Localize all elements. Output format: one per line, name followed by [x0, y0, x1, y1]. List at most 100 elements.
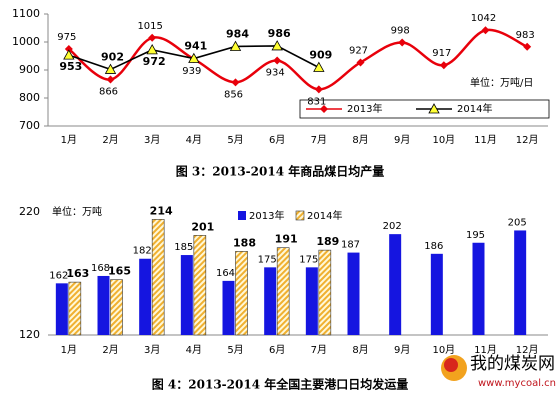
legend-swatch [295, 210, 305, 221]
chart-title: 图 3：2013-2014 年商品煤日均产量 [176, 164, 384, 179]
x-tick-label: 1月 [61, 134, 77, 146]
y-tick-label: 220 [19, 205, 40, 218]
bar [193, 235, 207, 336]
bar [222, 280, 235, 335]
marker [271, 40, 283, 51]
marker [314, 85, 323, 94]
data-label: 856 [224, 89, 243, 100]
legend-label: 2013年 [347, 102, 382, 115]
x-tick-label: 8月 [352, 134, 368, 146]
unit-label: 单位：万吨 [52, 205, 102, 218]
data-label: 986 [268, 27, 291, 40]
data-label: 902 [101, 50, 124, 63]
data-label: 202 [383, 221, 402, 232]
y-tick-label: 900 [19, 63, 40, 76]
y-tick-label: 1000 [12, 35, 40, 48]
data-label: 185 [174, 242, 193, 253]
x-tick-label: 3月 [144, 344, 160, 356]
watermark-name: 我的煤炭网 [470, 354, 555, 374]
marker [64, 45, 73, 53]
marker [428, 103, 440, 114]
bar [514, 230, 527, 335]
marker [106, 75, 115, 84]
x-tick-label: 5月 [227, 344, 243, 356]
x-tick-label: 8月 [352, 344, 368, 356]
unit-label: 单位：万吨/日 [470, 76, 533, 89]
bar [235, 251, 248, 336]
bar [389, 234, 402, 335]
data-label: 191 [275, 233, 298, 246]
data-label: 186 [424, 241, 443, 252]
bar [347, 252, 360, 335]
data-label: 941 [184, 40, 207, 53]
data-label: 205 [508, 217, 527, 228]
data-label: 165 [108, 265, 131, 278]
data-label: 998 [391, 26, 410, 37]
x-tick-label: 7月 [311, 344, 327, 356]
x-tick-label: 6月 [269, 134, 285, 146]
x-tick-label: 10月 [432, 344, 455, 356]
data-label: 175 [258, 254, 277, 265]
bar [180, 255, 193, 335]
legend-swatch [238, 211, 246, 220]
marker [313, 61, 325, 72]
x-tick-label: 3月 [144, 134, 160, 146]
bar [318, 249, 332, 336]
data-label: 1015 [137, 21, 162, 32]
x-tick-label: 12月 [516, 344, 539, 356]
data-label: 953 [59, 60, 82, 73]
marker [273, 56, 282, 65]
x-tick-label: 7月 [311, 134, 327, 146]
data-label: 187 [341, 240, 360, 251]
bar [305, 267, 318, 335]
x-tick-label: 5月 [227, 134, 243, 146]
data-label: 939 [182, 66, 201, 77]
bar [276, 247, 290, 336]
data-label: 164 [216, 268, 235, 279]
y-tick-label: 700 [19, 119, 40, 132]
marker [229, 40, 242, 51]
data-label: 866 [99, 87, 118, 98]
marker [356, 58, 365, 67]
data-label: 201 [191, 220, 214, 233]
data-label: 1042 [471, 13, 496, 24]
marker [146, 44, 158, 55]
y-tick-label: 120 [19, 328, 40, 341]
marker [439, 61, 448, 70]
bar [151, 219, 165, 336]
bar [139, 258, 152, 335]
series-line [68, 28, 528, 91]
bar [68, 281, 82, 336]
marker [523, 42, 532, 51]
x-tick-label: 2月 [102, 134, 118, 146]
data-label: 162 [49, 270, 68, 281]
data-label: 983 [516, 30, 535, 41]
data-label: 188 [233, 236, 256, 249]
marker [231, 78, 240, 87]
x-tick-label: 4月 [186, 344, 202, 356]
data-label: 175 [299, 254, 318, 265]
data-label: 934 [266, 67, 285, 78]
bar [97, 275, 110, 335]
x-tick-label: 12月 [516, 134, 539, 146]
bar [55, 283, 68, 335]
chart-title: 图 4：2013-2014 年全国主要港口日均发运量 [152, 377, 408, 392]
x-tick-label: 4月 [186, 134, 202, 146]
legend-label: 2014年 [457, 102, 492, 115]
watermark: 我的煤炭网 www.mycoal.cn [441, 354, 556, 389]
marker [104, 63, 117, 74]
data-label: 984 [226, 27, 249, 40]
x-tick-label: 9月 [394, 344, 410, 356]
data-label: 917 [432, 48, 451, 59]
x-tick-label: 10月 [432, 134, 455, 146]
data-label: 909 [309, 48, 332, 61]
logo-inner [444, 358, 458, 372]
marker [320, 105, 328, 113]
x-tick-label: 2月 [102, 344, 118, 356]
data-label: 831 [307, 96, 326, 107]
marker [63, 49, 75, 60]
watermark-url: www.mycoal.cn [478, 378, 556, 389]
y-tick-label: 1100 [12, 7, 40, 20]
data-label: 163 [66, 267, 89, 280]
